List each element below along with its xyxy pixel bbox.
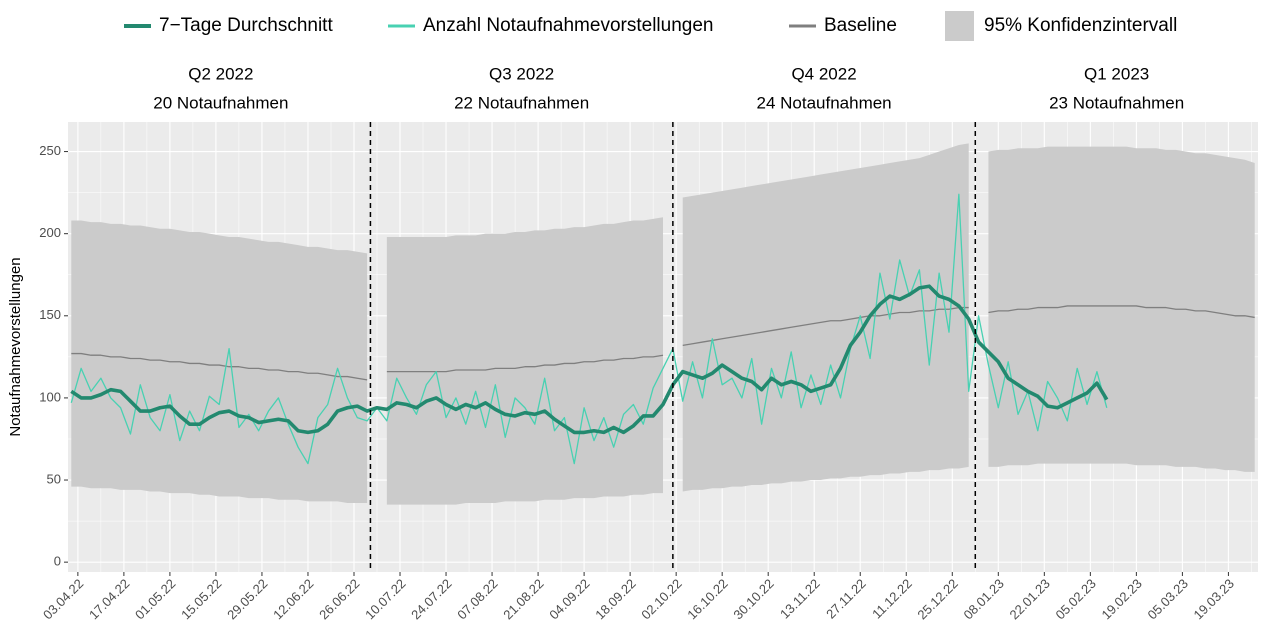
x-tick-label: 07.08.22 <box>454 576 500 622</box>
y-tick-label: 50 <box>47 471 61 486</box>
y-tick-label: 250 <box>39 143 61 158</box>
confidence-band <box>682 143 969 492</box>
legend-label: 95% Konfidenzintervall <box>984 15 1177 36</box>
y-axis-label: Notaufnahmevorstellungen <box>7 257 24 436</box>
x-tick-label: 13.11.22 <box>777 576 823 622</box>
x-tick-label: 15.05.22 <box>178 576 224 622</box>
legend-label: Anzahl Notaufnahmevorstellungen <box>423 15 713 36</box>
series-line <box>70 193 1108 465</box>
x-tick-label: 11.12.22 <box>869 576 915 622</box>
series-line <box>682 306 969 346</box>
y-tick-label: 200 <box>39 225 61 240</box>
y-tick-label: 0 <box>54 554 61 569</box>
x-tick-label: 12.06.22 <box>270 576 316 622</box>
series-line <box>386 354 664 373</box>
series-line <box>988 305 1255 319</box>
quarter-label: Q2 2022 <box>188 64 253 83</box>
x-tick-label: 03.04.22 <box>40 576 86 622</box>
quarter-label: Q3 2022 <box>489 64 554 83</box>
x-tick-label: 08.01.23 <box>960 576 1006 622</box>
confidence-band <box>988 146 1255 472</box>
x-tick-label: 04.09.22 <box>546 576 592 622</box>
x-tick-label: 19.02.23 <box>1099 576 1145 622</box>
series-line <box>71 352 368 381</box>
x-tick-label: 25.12.22 <box>914 576 960 622</box>
legend-label: Baseline <box>824 15 897 36</box>
x-tick-label: 18.09.22 <box>592 576 638 622</box>
x-tick-label: 19.03.23 <box>1191 576 1237 622</box>
y-tick-label: 150 <box>39 307 61 322</box>
confidence-band <box>71 220 368 504</box>
x-tick-label: 02.10.22 <box>638 576 684 622</box>
x-tick-label: 27.11.22 <box>823 576 869 622</box>
confidence-band <box>386 217 663 505</box>
legend-label: 7−Tage Durchschnitt <box>159 15 333 36</box>
x-tick-label: 05.03.23 <box>1145 576 1191 622</box>
legend-key <box>945 11 974 41</box>
quarter-label: Q1 2023 <box>1084 64 1149 83</box>
x-tick-label: 10.07.22 <box>362 576 408 622</box>
quarter-label: Q4 2022 <box>791 64 856 83</box>
x-tick-label: 16.10.22 <box>684 576 730 622</box>
x-tick-label: 24.07.22 <box>408 576 454 622</box>
quarter-count: 23 Notaufnahmen <box>1049 93 1184 112</box>
x-tick-label: 05.02.23 <box>1053 576 1099 622</box>
y-tick-label: 100 <box>39 389 61 404</box>
x-tick-label: 22.01.23 <box>1006 576 1052 622</box>
x-tick-label: 26.06.22 <box>316 576 362 622</box>
series-line <box>70 284 1109 435</box>
quarter-count: 22 Notaufnahmen <box>454 93 589 112</box>
plot-layer <box>70 143 1255 505</box>
quarter-count: 24 Notaufnahmen <box>756 93 891 112</box>
x-tick-label: 21.08.22 <box>500 576 546 622</box>
x-tick-label: 01.05.22 <box>132 576 178 622</box>
x-tick-label: 17.04.22 <box>86 576 132 622</box>
quarter-count: 20 Notaufnahmen <box>153 93 288 112</box>
x-tick-label: 30.10.22 <box>730 576 776 622</box>
x-tick-label: 29.05.22 <box>224 576 270 622</box>
